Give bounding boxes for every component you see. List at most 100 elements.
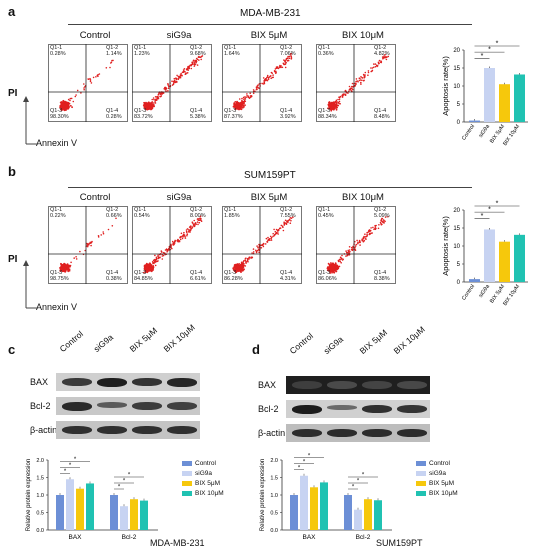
event-dot [164,88,167,91]
event-dot [371,67,374,69]
event-dot [62,263,65,266]
bar-2 [499,241,510,282]
event-dot [167,249,169,252]
event-dot [151,261,154,263]
event-dot [188,67,190,70]
event-dot [274,233,276,236]
y-tick-label: 0.0 [36,528,44,534]
panel-d-legend-item-3: BIX 10μM [416,490,458,497]
event-dot [184,235,186,238]
event-dot [243,100,245,103]
event-dot [194,222,197,224]
event-dot [89,80,92,83]
event-dot [157,255,159,258]
event-dot [288,55,291,58]
event-dot [367,74,369,76]
event-dot [247,95,249,97]
y-axis-label: Apoptosis rate(%) [441,56,450,116]
bar-1-0 [344,495,352,530]
significance-star: * [298,465,301,471]
panel-c-band-1-1 [97,402,127,408]
event-dot [172,82,175,85]
event-dot [63,109,66,111]
event-dot [186,233,188,235]
event-dot [152,262,154,264]
event-dot [329,269,331,272]
event-dot [172,81,175,83]
event-dot [147,101,150,104]
event-dot [73,257,75,259]
event-dot [267,239,270,241]
event-dot [345,255,347,257]
event-dot [332,267,335,269]
panel-b-condition-0-q1_1: Q1-1 0.22% [50,207,66,219]
panel-b-condition-3-title: BIX 10μM [342,192,384,203]
event-dot [70,261,72,264]
panel-c-legend-item-0: Control [182,460,216,467]
panel-d-band-0-1 [327,381,357,389]
panel-c-lane-1: siG9a [91,332,116,354]
event-dot [384,216,387,218]
event-dot [200,219,202,221]
y-tick-label: 2.0 [36,458,44,464]
panel-c-row-actin: β-actin [30,425,58,435]
panel-a-condition-1-title: siG9a [166,30,192,41]
event-dot [107,228,110,231]
event-dot [145,102,148,104]
y-axis-label: Relative protein expression [26,459,32,531]
event-dot [196,218,199,220]
panel-d-band-2-2 [362,429,392,437]
event-dot [351,82,354,85]
bar-0-2 [310,487,318,530]
panel-c-row-bax: BAX [30,377,49,387]
event-dot [144,267,146,269]
legend-swatch [416,471,426,476]
event-dot [146,105,149,107]
y-tick-label: 0.5 [270,511,278,517]
panel-b-scatter-0 [48,206,128,284]
panel-d-band-1-3 [397,405,427,413]
event-dot [368,233,371,236]
panel-d-band-2-0 [292,429,322,437]
panel-c-strip-1 [56,397,200,415]
group-label-1: Bcl-2 [122,534,137,541]
event-dot [190,65,192,67]
event-dot [239,269,242,271]
significance-star: * [488,47,491,54]
y-tick-label: 0.0 [270,528,278,534]
event-dot [196,221,199,223]
event-dot [65,269,67,271]
panel-d-band-2-3 [397,429,427,437]
event-dot [256,245,258,247]
panel-b-scatter-2-svg [222,206,302,284]
y-tick-label: 20 [453,208,460,214]
panel-c-strip-2 [56,421,200,439]
event-dot [365,238,367,240]
event-dot [331,270,333,273]
event-dot [154,259,157,262]
event-dot [154,264,157,267]
event-dot [64,107,67,110]
event-dot [270,237,272,240]
event-dot [267,76,270,79]
event-dot [76,89,79,92]
event-dot [173,79,176,82]
event-dot [170,246,172,248]
panel-d-band-0-2 [362,381,392,389]
panel-d-legend-item-0: Control [416,460,450,467]
bar-2 [499,84,510,122]
event-dot [347,92,349,94]
event-dot [154,99,157,102]
event-dot [242,106,244,109]
event-dot [163,88,165,90]
event-dot [143,264,146,267]
panel-a-cell-line: MDA-MB-231 [240,8,301,19]
event-dot [162,251,165,254]
event-dot [328,102,331,105]
event-dot [283,223,286,225]
event-dot [354,85,356,87]
event-dot [339,259,341,261]
event-dot [158,92,160,94]
event-dot [247,96,249,99]
event-dot [70,97,73,100]
